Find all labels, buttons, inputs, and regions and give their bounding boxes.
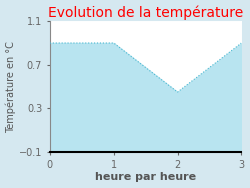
X-axis label: heure par heure: heure par heure <box>95 172 196 182</box>
Y-axis label: Température en °C: Température en °C <box>6 41 16 133</box>
Title: Evolution de la température: Evolution de la température <box>48 6 243 20</box>
